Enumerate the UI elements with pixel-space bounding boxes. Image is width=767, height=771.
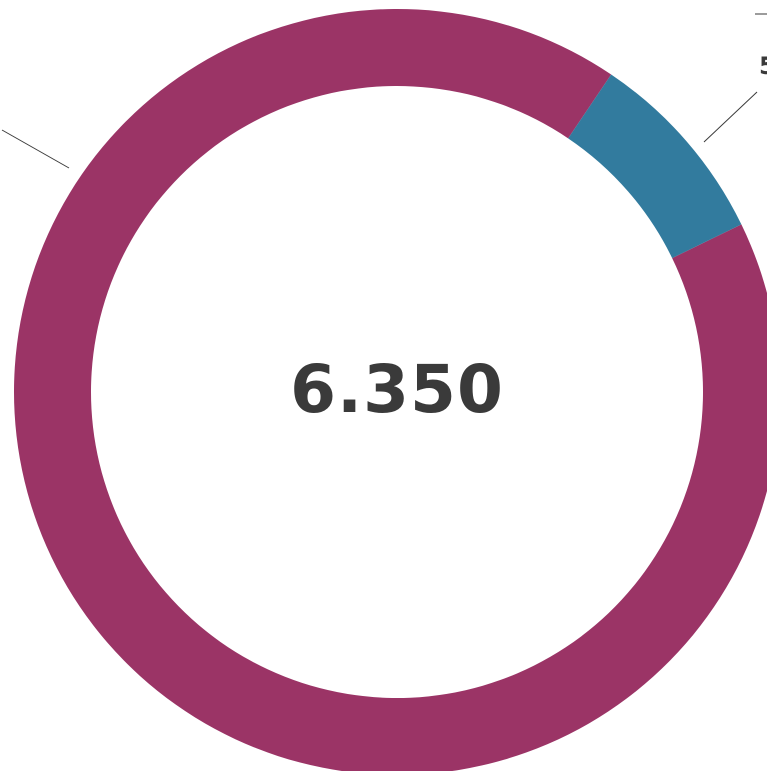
donut-slice-1 xyxy=(568,74,742,259)
slice-callout-label: 5 xyxy=(759,52,767,80)
donut-slices xyxy=(14,8,767,771)
donut-center-total: 6.350 xyxy=(290,351,504,428)
leader-line-right xyxy=(703,91,758,143)
leader-line-left xyxy=(1,129,70,169)
